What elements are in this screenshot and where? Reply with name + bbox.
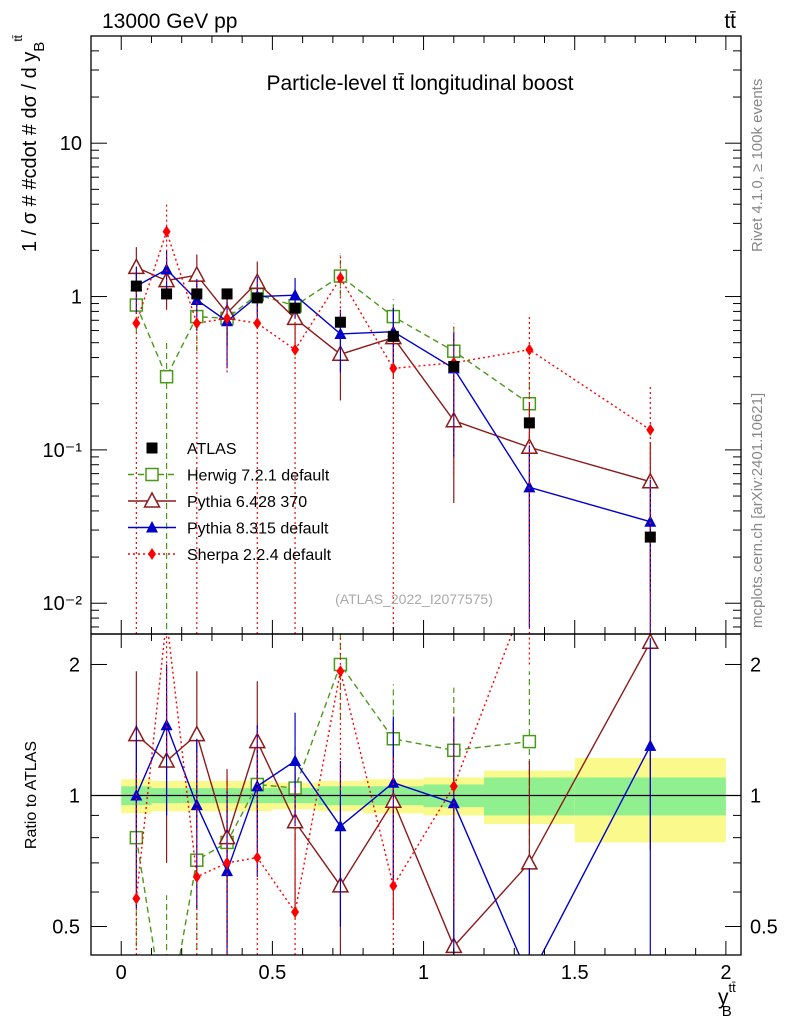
ratio-y-axis-label: Ratio to ATLAS [23,741,40,849]
ratio-sherpa-point [253,851,262,864]
ratio-sherpa-point [291,905,300,918]
ratio-sherpa-point [192,870,201,883]
main-pythia8-point [289,288,302,301]
x-tick-label: 2 [720,962,731,984]
main-y-axis-label: 1 / σ # #cdot # dσ / d yBtt̄ [11,34,48,252]
ratio-pythia8-point [289,754,302,767]
ratio-pythia8-point [644,739,657,751]
main-atlas-point [334,316,346,328]
ratio-sherpa-point [389,879,398,892]
main-sherpa-point [192,317,201,330]
chart-title: Particle-level tt̄ longitudinal boost [266,72,573,95]
legend-sherpa-label: Sherpa 2.2.4 default [187,547,332,564]
x-tick-label: 1.5 [561,962,589,984]
main-atlas-point [644,531,656,543]
main-herwig-point [159,369,174,384]
ratio-sherpa-point [449,780,458,793]
ratio-pythia8-point [523,972,535,984]
main-sherpa-point [389,362,398,375]
main-y-tick-label: 10 [60,133,82,155]
mcplots-label: mcplots.cern.ch [arXiv:2401.10621] [749,393,766,628]
ratio-y-tick-label-right: 0.5 [750,916,778,938]
ratio-sherpa-point [223,856,232,869]
ratio-herwig-point [522,734,537,749]
ratio-sherpa-point [132,892,141,905]
main-sherpa-point [646,423,655,436]
legend-atlas-marker [146,442,158,454]
main-y-tick-label: 10⁻¹ [43,440,83,462]
ratio-pythia8-point [160,718,173,731]
main-sherpa-point [162,225,171,238]
main-atlas-point [251,292,263,304]
main-atlas-point [130,280,142,292]
analysis-watermark: (ATLAS_2022_I2077575) [335,591,493,607]
main-panel-content [127,203,660,634]
x-tick-label: 0 [116,962,127,984]
x-tick-label: 1 [418,962,429,984]
ratio-panel-frame [90,633,742,956]
rivet-label: Rivet 4.1.0, ≥ 100k events [749,79,766,252]
header-left: 13000 GeV pp [102,10,237,33]
x-axis-label: ytt̄ B [718,980,736,1020]
main-sherpa-point [291,343,300,356]
ratio-y-tick-label-left: 2 [69,654,80,676]
legend-herwig-label: Herwig 7.2.1 default [187,468,330,485]
main-sherpa-point [253,317,262,330]
ratio-pythia8-point [387,776,400,788]
main-pythia8-point [160,263,173,275]
main-atlas-point [161,288,173,300]
main-pythia8-point [644,515,657,527]
ratio-y-tick-label-left: 0.5 [52,916,80,938]
main-atlas-point [191,288,203,300]
ratio-panel-content [91,634,741,984]
legend-herwig-marker [145,467,159,482]
ratio-y-tick-label-right: 2 [750,654,761,676]
legend-sherpa-marker [148,548,156,560]
ratio-y-tick-label-right: 1 [750,785,761,807]
ratio-y-tick-label-left: 1 [69,785,80,807]
main-sherpa-point [132,317,141,330]
main-atlas-point [289,302,301,314]
legend-pythia8-label: Pythia 8.315 default [187,521,329,538]
legend-atlas-label: ATLAS [187,441,237,458]
main-y-tick-label: 10⁻² [43,593,83,615]
ratio-pythia8-point [221,864,234,877]
main-pythia6-point [188,265,206,282]
main-atlas-point [221,288,233,300]
plot-layer: 0 0.5 1 1.5 2 10 1 10⁻¹ 10⁻² 2 2 1 1 0.5 0.5 Particle-l… [43,35,778,984]
legend-pythia6-marker [143,491,161,508]
main-atlas-point [448,360,460,372]
main-pythia8-point [334,327,347,339]
main-atlas-point [523,417,535,429]
legend-pythia6-label: Pythia 6.428 370 [187,494,307,511]
main-sherpa-point [525,343,534,356]
main-pythia8-point [523,480,536,493]
ratio-sherpa-point [336,665,345,678]
main-atlas-point [387,330,399,342]
main-sherpa-point [336,272,345,285]
ratio-herwig-line [135,662,530,955]
main-panel-frame [90,35,742,635]
x-tick-label: 0.5 [258,962,286,984]
main-y-tick-label: 1 [71,287,82,309]
ratio-pythia8-point [334,819,347,832]
ratio-pythia6-point [520,853,539,870]
ratio-pythia6-point [188,725,206,742]
ratio-pythia8-point [251,779,264,792]
legend-pythia8-marker [146,521,158,533]
main-sherpa-point [223,312,232,325]
header-right: tt̄ [724,10,736,33]
